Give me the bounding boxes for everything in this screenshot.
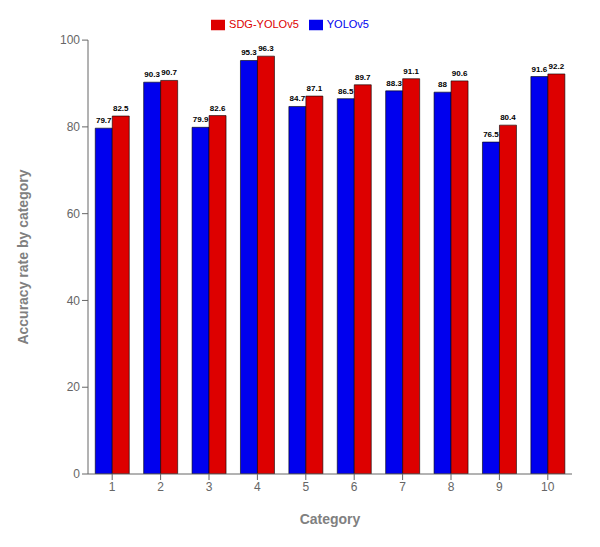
svg-text:82.6: 82.6	[210, 104, 226, 113]
svg-text:2: 2	[157, 480, 164, 494]
svg-text:Accuracy rate by category: Accuracy rate by category	[15, 169, 31, 344]
svg-text:7: 7	[399, 480, 406, 494]
svg-text:10: 10	[541, 480, 555, 494]
svg-text:80.4: 80.4	[500, 113, 516, 122]
svg-text:88: 88	[438, 80, 447, 89]
svg-text:9: 9	[496, 480, 503, 494]
svg-text:82.5: 82.5	[113, 104, 129, 113]
svg-text:20: 20	[67, 380, 81, 394]
svg-text:92.2: 92.2	[549, 62, 565, 71]
html-text:SDG-YOLOv5: SDG-YOLOv5	[229, 18, 299, 30]
svg-text:40: 40	[67, 294, 81, 308]
svg-text:87.1: 87.1	[307, 84, 323, 93]
svg-text:80: 80	[67, 120, 81, 134]
svg-text:5: 5	[302, 480, 309, 494]
svg-text:90.6: 90.6	[452, 69, 468, 78]
svg-text:3: 3	[206, 480, 213, 494]
svg-text:8: 8	[448, 480, 455, 494]
svg-text:91.6: 91.6	[532, 65, 548, 74]
svg-text:79.9: 79.9	[193, 115, 209, 124]
svg-text:100: 100	[60, 33, 80, 47]
svg-text:79.7: 79.7	[96, 116, 112, 125]
svg-text:89.7: 89.7	[355, 73, 371, 82]
svg-text:6: 6	[351, 480, 358, 494]
svg-text:90.3: 90.3	[144, 70, 160, 79]
svg-text:0: 0	[73, 467, 80, 481]
html-text:YOLOv5: YOLOv5	[326, 18, 369, 30]
svg-text:4: 4	[254, 480, 261, 494]
svg-text:91.1: 91.1	[403, 67, 419, 76]
svg-text:88.3: 88.3	[386, 79, 402, 88]
svg-text:Category: Category	[300, 511, 361, 527]
svg-text:95.3: 95.3	[241, 48, 257, 57]
svg-text:84.7: 84.7	[290, 94, 306, 103]
svg-text:96.3: 96.3	[258, 44, 274, 53]
svg-text:60: 60	[67, 207, 81, 221]
svg-text:86.5: 86.5	[338, 87, 354, 96]
svg-text:1: 1	[109, 480, 116, 494]
svg-text:90.7: 90.7	[161, 68, 177, 77]
svg-text:76.5: 76.5	[483, 130, 499, 139]
